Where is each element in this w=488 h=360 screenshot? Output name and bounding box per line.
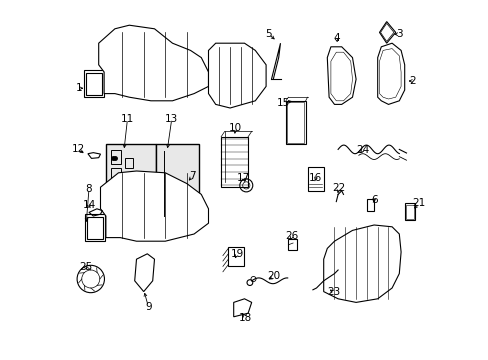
Bar	[287, 239, 296, 250]
Text: 18: 18	[238, 312, 251, 323]
Text: 7: 7	[188, 171, 195, 181]
Bar	[87, 217, 103, 239]
Text: 3: 3	[395, 29, 402, 39]
Text: 6: 6	[370, 195, 377, 205]
Polygon shape	[323, 225, 400, 302]
Bar	[86, 73, 102, 95]
Bar	[156, 144, 199, 227]
Bar	[286, 102, 304, 143]
Text: 12: 12	[71, 144, 84, 154]
Text: 15: 15	[276, 98, 289, 108]
Text: 16: 16	[308, 173, 322, 183]
Polygon shape	[377, 43, 404, 104]
Text: 4: 4	[332, 33, 339, 43]
Text: 21: 21	[412, 198, 425, 208]
Text: 11: 11	[121, 114, 134, 124]
Polygon shape	[326, 47, 355, 104]
Bar	[221, 137, 247, 187]
Text: 22: 22	[331, 183, 345, 193]
Bar	[125, 158, 133, 168]
Bar	[110, 150, 121, 164]
Bar	[285, 101, 305, 144]
Text: 8: 8	[85, 184, 92, 194]
Bar	[405, 205, 413, 219]
Text: 24: 24	[355, 145, 368, 156]
Text: 5: 5	[265, 29, 272, 39]
Bar	[228, 247, 244, 266]
Polygon shape	[134, 254, 154, 292]
Bar	[404, 203, 415, 220]
Text: 10: 10	[228, 123, 242, 133]
Text: 26: 26	[285, 231, 298, 241]
Polygon shape	[208, 43, 265, 108]
Text: 9: 9	[145, 302, 151, 312]
Bar	[85, 214, 105, 241]
Text: 2: 2	[409, 76, 415, 86]
Text: 19: 19	[230, 249, 244, 259]
Polygon shape	[99, 25, 208, 101]
Bar	[307, 167, 323, 191]
Bar	[366, 199, 373, 211]
Text: 23: 23	[326, 287, 340, 297]
Text: 14: 14	[82, 200, 96, 210]
Bar	[84, 70, 104, 97]
Text: 13: 13	[165, 114, 178, 124]
Text: 25: 25	[79, 262, 92, 272]
Polygon shape	[101, 171, 208, 241]
Bar	[106, 144, 156, 227]
Bar	[110, 168, 121, 180]
Text: 1: 1	[76, 83, 82, 93]
Text: 17: 17	[236, 173, 249, 183]
Text: 20: 20	[267, 271, 280, 282]
